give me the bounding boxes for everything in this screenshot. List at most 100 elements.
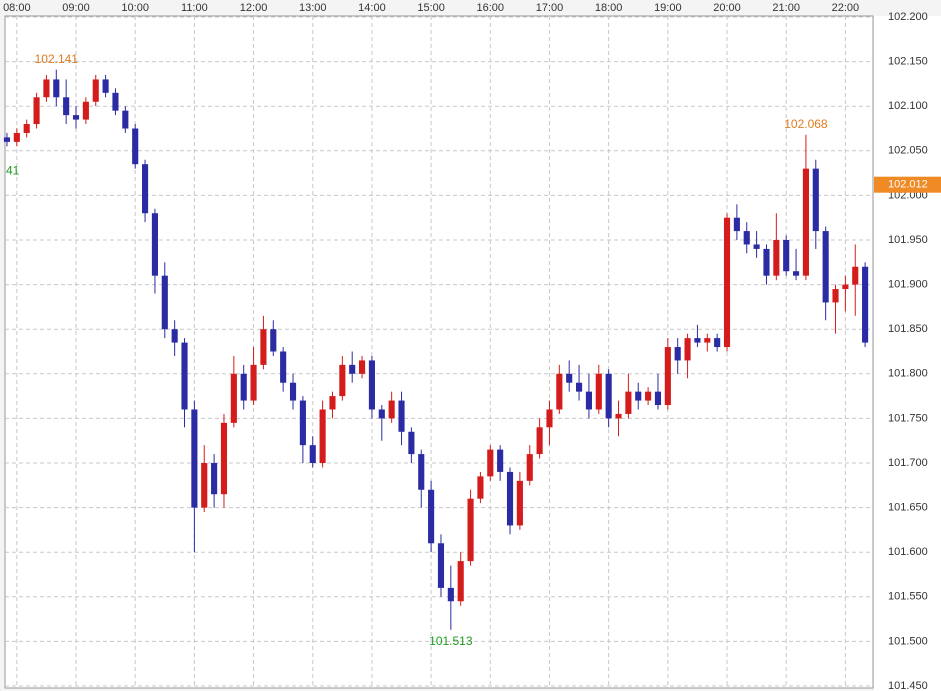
candle-body [53, 79, 60, 98]
candle-body [654, 391, 662, 406]
y-tick-label: 101.750 [888, 412, 928, 424]
candle-body [753, 244, 760, 249]
candle-body [812, 168, 819, 232]
candle-body [704, 338, 711, 343]
candle-body [171, 329, 178, 343]
x-tick-label: 17:00 [536, 2, 564, 14]
y-tick-label: 101.650 [888, 502, 928, 514]
candle-body [625, 391, 632, 414]
annotation: 102.068 [784, 117, 828, 131]
candle-body [181, 342, 188, 410]
candle-body [250, 364, 257, 401]
candle-body [487, 449, 494, 477]
candle-body [743, 231, 750, 245]
candle-body [260, 329, 267, 365]
candle-body [201, 463, 208, 508]
candle-body [576, 382, 583, 392]
candle-body [467, 498, 474, 562]
candle-body [546, 409, 553, 428]
candle-body [319, 409, 326, 463]
candle-body [230, 373, 237, 423]
candle-body [240, 373, 247, 401]
y-tick-label: 101.700 [888, 457, 928, 469]
y-axis-area [874, 16, 941, 691]
y-tick-label: 101.500 [888, 635, 928, 647]
x-tick-label: 15:00 [417, 2, 445, 14]
x-tick-label: 11:00 [181, 2, 208, 14]
annotation: 41 [6, 163, 20, 177]
candle-body [408, 431, 415, 455]
x-tick-label: 13:00 [299, 2, 327, 14]
candle-body [773, 240, 780, 276]
candle-body [723, 217, 731, 348]
x-tick-label: 09:00 [62, 2, 90, 14]
candle-body [112, 92, 119, 111]
candle-body [457, 561, 464, 602]
candle-body [72, 115, 80, 120]
x-tick-label: 18:00 [595, 2, 623, 14]
candle-body [388, 400, 395, 419]
candle-body [191, 409, 198, 508]
candle-body [161, 275, 168, 330]
candle-body [516, 480, 523, 526]
candle-body [832, 289, 839, 303]
candle-body [270, 329, 277, 352]
y-tick-label: 102.200 [888, 11, 928, 23]
candle-body [497, 449, 504, 472]
candle-body [605, 373, 612, 419]
candle-body [211, 463, 218, 495]
candle-body [684, 338, 691, 361]
candle-body [309, 445, 316, 463]
candle-body [359, 360, 366, 374]
candle-body [280, 351, 287, 383]
candle-body [33, 97, 40, 125]
x-tick-label: 22:00 [832, 2, 860, 14]
candle-body [477, 476, 484, 499]
y-tick-label: 101.450 [888, 680, 928, 691]
candle-body [526, 454, 533, 481]
price-tag [874, 176, 941, 193]
candle-body [329, 396, 336, 410]
candle-body [733, 217, 740, 232]
candle-body [368, 360, 375, 410]
candle-body [822, 231, 829, 303]
candle-body [842, 284, 849, 290]
y-tick-label: 101.800 [888, 368, 928, 380]
candle-body [694, 338, 701, 343]
y-tick-label: 101.550 [888, 591, 928, 603]
x-tick-label: 08:00 [3, 2, 31, 14]
y-tick-label: 101.850 [888, 323, 928, 335]
x-tick-label: 20:00 [713, 2, 741, 14]
x-tick-label: 21:00 [772, 2, 800, 14]
candle-body [664, 347, 671, 406]
candle-body [378, 409, 385, 419]
x-tick-label: 10:00 [121, 2, 149, 14]
y-tick-label: 101.600 [888, 546, 928, 558]
candle-body [43, 79, 50, 98]
candle-body [428, 489, 435, 544]
candle-body [793, 271, 800, 276]
candle-body [102, 79, 109, 93]
candle-body [635, 391, 642, 401]
candle-body [763, 248, 770, 276]
candle-body [289, 382, 297, 401]
candle-body [862, 266, 869, 343]
candle-body [437, 543, 445, 588]
candle-body [714, 338, 721, 348]
candle-body [398, 400, 405, 432]
y-tick-label: 102.150 [888, 56, 928, 68]
candle-body [339, 364, 346, 397]
y-tick-label: 102.100 [888, 100, 928, 112]
annotation: 101.513 [429, 634, 473, 648]
candle-body [506, 471, 514, 526]
y-tick-label: 101.950 [888, 234, 928, 246]
candle-body [645, 391, 652, 401]
y-tick-label: 102.050 [888, 145, 928, 157]
candle-body [142, 164, 149, 214]
candle-body [220, 422, 228, 495]
price-tag-label: 102.012 [888, 179, 928, 191]
candle-body [447, 587, 454, 602]
candle-body [674, 347, 681, 361]
candle-body [595, 373, 602, 410]
x-tick-label: 12:00 [240, 2, 268, 14]
